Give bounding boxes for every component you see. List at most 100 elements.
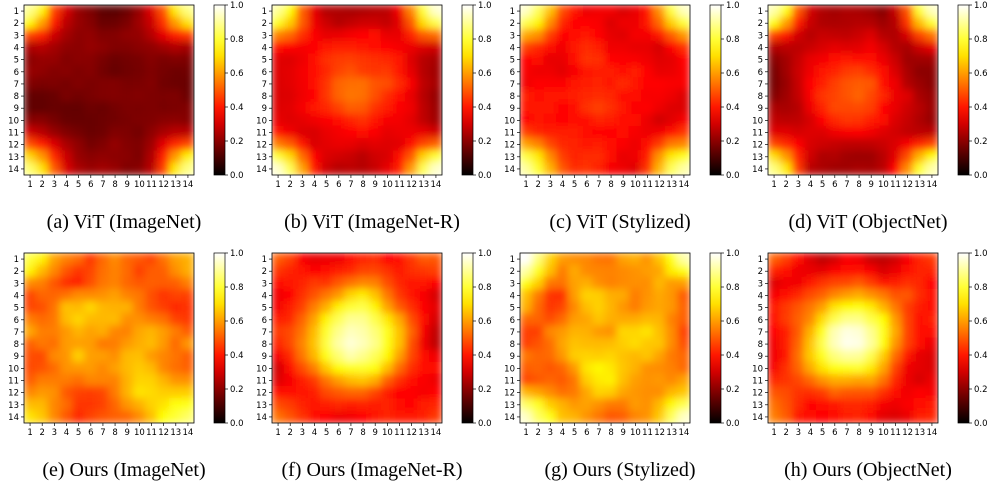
heatmap-cell	[307, 28, 322, 42]
heatmap-cell	[47, 373, 61, 388]
heatmap-cell	[157, 89, 171, 103]
heatmap-cell	[157, 410, 171, 423]
heatmap-cell	[169, 150, 183, 164]
heatmap-cell	[429, 288, 442, 303]
heatmap-cell	[132, 5, 146, 18]
heatmap-cell	[144, 101, 159, 115]
heatmap-cell	[380, 5, 394, 18]
colorbar-tick-label: 1.0	[478, 249, 492, 259]
heatmap-cell	[132, 53, 146, 67]
heatmap-cell	[380, 138, 394, 152]
heatmap-cell	[47, 162, 61, 175]
heatmap-cell	[768, 349, 781, 363]
heatmap-cell	[616, 40, 630, 55]
heatmap-cell	[169, 65, 183, 79]
heatmap-cell	[59, 301, 74, 315]
colorbar-tick-label: 1.0	[230, 249, 244, 259]
heatmap-cell	[108, 101, 122, 115]
heatmap-cell	[47, 65, 61, 79]
heatmap-cell	[665, 349, 679, 363]
heatmap-cell	[901, 113, 915, 127]
heatmap-cell	[35, 361, 49, 375]
heatmap-cell	[157, 5, 171, 18]
panel-caption: (e) Ours (ImageNet)	[42, 459, 206, 481]
heatmap-cell	[840, 301, 854, 315]
heatmap-cell	[604, 373, 618, 388]
y-tick-label: 1	[14, 7, 19, 17]
heatmap-cell	[47, 398, 61, 412]
x-tick-label: 5	[76, 428, 81, 438]
heatmap-cell	[320, 325, 334, 339]
heatmap-cell	[380, 386, 394, 400]
heatmap-cell	[616, 313, 630, 327]
heatmap-cell	[108, 410, 122, 423]
heatmap-cell	[640, 65, 655, 79]
heatmap-cell	[520, 373, 533, 388]
colorbar-tick-label: 1.0	[478, 1, 492, 11]
heatmap-cell	[283, 276, 297, 290]
heatmap-cell	[653, 398, 667, 412]
heatmap-cell	[344, 16, 358, 30]
heatmap-cell	[108, 373, 122, 388]
heatmap-cell	[616, 28, 630, 42]
heatmap-cell	[555, 301, 570, 315]
heatmap-cell	[120, 101, 134, 115]
heatmap-cell	[332, 276, 346, 290]
heatmap-cell	[901, 150, 915, 164]
heatmap-cell	[84, 65, 98, 79]
y-tick-label: 1	[758, 255, 763, 265]
heatmap-cell	[555, 264, 570, 278]
heatmap-cell	[520, 101, 533, 115]
heatmap-cell	[181, 337, 194, 351]
heatmap-cell	[876, 386, 890, 400]
heatmap-cell	[803, 361, 818, 375]
heatmap-cell	[24, 410, 37, 423]
heatmap-cell	[925, 337, 938, 351]
heatmap-cell	[640, 138, 655, 152]
heatmap-cell	[568, 16, 582, 30]
heatmap-cell	[543, 16, 557, 30]
heatmap-cell	[320, 386, 334, 400]
heatmap-cell	[913, 386, 927, 400]
heatmap-cell	[888, 349, 903, 363]
heatmap-cell	[392, 101, 407, 115]
heatmap-cell	[417, 113, 431, 127]
heatmap-cell	[59, 150, 74, 164]
heatmap-cell	[816, 101, 830, 115]
heatmap-cell	[429, 28, 442, 42]
heatmap-cell	[840, 337, 854, 351]
heatmap-cell	[913, 264, 927, 278]
colorbar	[709, 252, 722, 424]
heatmap-cell	[356, 301, 370, 315]
heatmap-cell	[344, 276, 358, 290]
heatmap-cell	[144, 65, 159, 79]
heatmap-cell	[779, 349, 793, 363]
heatmap-cell	[768, 113, 781, 127]
heatmap-cell	[429, 138, 442, 152]
heatmap-cell	[616, 373, 630, 388]
heatmap-cell	[803, 150, 818, 164]
heatmap-cell	[24, 16, 37, 30]
heatmap-cell	[677, 313, 690, 327]
heatmap-cells	[520, 253, 690, 423]
heatmap-cell	[72, 28, 86, 42]
heatmap-cell	[380, 276, 394, 290]
heatmap-cell	[876, 288, 890, 303]
heatmap-cell	[181, 361, 194, 375]
heatmap-cell	[181, 77, 194, 91]
heatmap-svg: 1 2 3 4 5 6 7 8 9 10 11 12 13 1412345678910111213140.…	[504, 1, 739, 190]
heatmap-cell	[913, 125, 927, 140]
heatmap-cell	[653, 5, 667, 18]
colorbar-tick-label: 1.0	[230, 1, 244, 11]
heatmap-cell	[59, 89, 74, 103]
heatmap-cell	[653, 361, 667, 375]
y-tick-label: 11	[8, 129, 19, 139]
heatmap-cell	[791, 28, 805, 42]
y-tick-label: 2	[262, 19, 267, 29]
heatmap-cell	[320, 349, 334, 363]
heatmap-cell	[108, 386, 122, 400]
heatmap-cell	[405, 77, 419, 91]
heatmap-cell	[779, 40, 793, 55]
heatmap-cell	[628, 150, 642, 164]
heatmap-cell	[852, 410, 866, 423]
